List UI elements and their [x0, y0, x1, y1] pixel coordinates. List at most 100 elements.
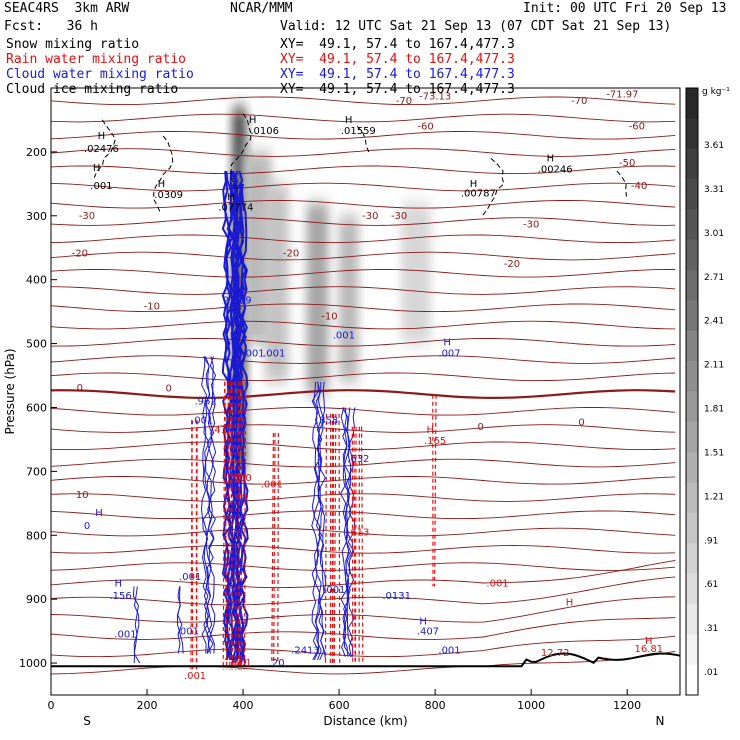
field-xy-rain: XY= 49.1, 57.4 to 167.4,477.3 [280, 52, 515, 67]
contour-annotation-30: 0 [84, 521, 90, 532]
colorbar-unit: g kg⁻¹ [702, 87, 730, 97]
field-label-cloud-ice: Cloud ice mixing ratio [6, 82, 179, 97]
model-title: SEAC4RS 3km ARW [4, 1, 130, 16]
isotherm-label-4: -60 [417, 122, 433, 133]
rain-contour-2-2 [354, 426, 357, 664]
isotherm-9 [50, 251, 676, 261]
colorbar-swatch-13 [686, 482, 698, 514]
isotherm-2 [50, 130, 676, 140]
colorbar-label-7: 1.51 [704, 448, 724, 458]
isotherm-label-20: 0 [578, 417, 584, 428]
isotherm-22 [50, 476, 676, 485]
cloud-water-contour-1-0 [230, 183, 240, 664]
colorbar: g kg⁻¹ 3.61 3.31 3.01 2.71 2.41 2.11 1.81 1.51 1.… [685, 87, 730, 696]
contour-annotation-45: .2413 [291, 645, 320, 656]
valid-time: Valid: 12 UTC Sat 21 Sep 13 (07 CDT Sat … [280, 19, 672, 34]
forecast-hour: Fcst: 36 h [4, 19, 98, 34]
y-axis-label: Pressure (hPa) [3, 348, 17, 434]
rain-contour-0-5 [234, 381, 237, 670]
contour-annotation-20: H [645, 636, 653, 647]
isotherm-24 [50, 510, 676, 520]
snow-shading-5 [400, 203, 431, 344]
isotherm-15 [50, 355, 676, 364]
x-axis-label: Distance (km) [323, 714, 407, 728]
contour-annotation-47: .613 [347, 527, 369, 538]
contour-annotation-46: .20 [269, 658, 285, 669]
colorbar-swatch-8 [686, 330, 698, 362]
isotherm-31 [50, 617, 676, 640]
contour-annotation-13: .00787 [461, 189, 496, 200]
contour-annotation-5: .0309 [154, 190, 183, 201]
rain-contour-4-0 [271, 433, 275, 664]
x-tick-label-5: 1000 [517, 699, 545, 712]
rain-contour-0-1 [224, 381, 228, 670]
isotherm-17 [50, 389, 676, 400]
x-tick-label-3: 600 [329, 699, 350, 712]
cloud-water-contour-4-3 [346, 407, 354, 657]
rain-contour-1-5 [338, 413, 341, 664]
colorbar-swatch-15 [686, 543, 698, 575]
cloud-water-contour-3-2 [315, 381, 323, 661]
y-tick-label-5: 700 [26, 465, 47, 478]
contour-annotation-44: .001 [323, 585, 345, 596]
contour-annotation-42: .001 [438, 645, 460, 656]
isotherm-label-11: -30 [523, 219, 539, 230]
y-tick-label-1: 300 [26, 210, 47, 223]
terrain-line [51, 652, 681, 668]
isotherm-28 [50, 560, 676, 589]
x-tick-label-6: 1200 [613, 699, 641, 712]
contour-annotation-17: 2.219 [223, 295, 252, 306]
rain-contour-1-3 [332, 413, 335, 664]
contour-annotation-15: .00246 [538, 164, 573, 175]
contour-annotation-11: .01559 [341, 126, 376, 137]
cloud-ice-layer [93, 113, 627, 217]
cloud-ice-contour-2 [230, 113, 252, 191]
colorbar-label-0: 3.61 [704, 141, 724, 151]
cloud-water-contour-0-2 [225, 171, 234, 661]
isotherm-label-21: 10 [76, 490, 89, 501]
cloud-water-contour-3-3 [317, 381, 325, 661]
isotherm-27 [50, 562, 676, 571]
field-label-rain: Rain water mixing ratio [6, 52, 187, 67]
x-tick-label-0: 0 [48, 699, 55, 712]
contour-annotation-29: H [95, 508, 103, 519]
contour-annotation-18: H [566, 598, 574, 609]
contour-labels: -70 -70 -73.13 -71.97 -60 -60 -50 -40 -30 -30 -30 -… [72, 90, 663, 682]
contour-annotation-33: .001 [114, 629, 136, 640]
isotherm-label-1: -70 [571, 96, 587, 107]
isotherm-11 [50, 286, 676, 295]
isotherm-label-16: -10 [321, 311, 337, 322]
isotherm-30 [50, 596, 676, 623]
rain-contour-0-2 [227, 381, 231, 670]
cloud-ice-contour-0 [93, 119, 116, 178]
contour-annotation-40: H [419, 617, 427, 628]
contour-annotation-36: .001 [191, 415, 213, 426]
contour-annotation-14: H [547, 153, 555, 164]
colorbar-label-5: 2.11 [704, 361, 724, 371]
cloud-water-contour-0-3 [227, 171, 236, 661]
cloud-water-contour-1-2 [234, 183, 244, 664]
colorbar-label-4: 2.41 [704, 317, 724, 327]
isotherm-1 [50, 113, 676, 123]
rain-contour-1-4 [333, 413, 337, 664]
y-tick-label-6: 800 [26, 529, 47, 542]
cloud-ice-contour-3 [356, 125, 370, 153]
colorbar-swatch-3 [686, 179, 698, 210]
isotherm-label-7: -40 [631, 181, 647, 192]
rain-contour-4-1 [273, 433, 276, 664]
contour-annotation-22: H [427, 425, 435, 436]
cloud-ice-contour-1 [153, 135, 174, 213]
isotherm-layer [50, 96, 676, 675]
contour-annotation-6: H [249, 115, 257, 126]
cloud-water-contour-2-4 [208, 356, 217, 654]
colorbar-label-8: 1.21 [704, 492, 724, 502]
colorbar-swatch-17 [686, 603, 698, 635]
contour-annotation-53: .001 [261, 479, 283, 490]
colorbar-label-12: .01 [704, 668, 718, 678]
contour-annotation-43: .0131 [382, 591, 411, 602]
isotherm-label-19: 0 [478, 422, 484, 433]
isotherm-14 [51, 338, 676, 347]
contour-annotation-3: .001 [90, 181, 112, 192]
isotherm-16 [50, 372, 676, 382]
isotherm-8 [50, 234, 676, 244]
